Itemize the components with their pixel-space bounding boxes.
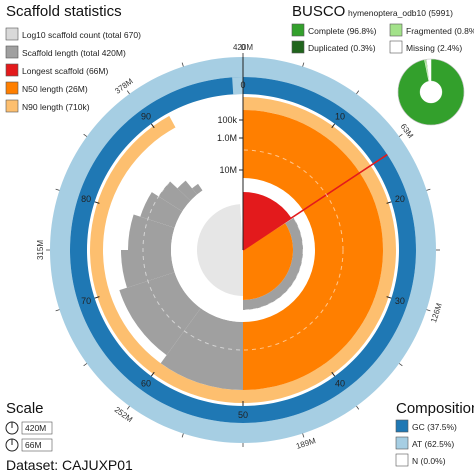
legend-label: N90 length (710k): [22, 102, 90, 112]
scale-legend: 420M 66M: [5, 421, 53, 452]
busco-donut: [397, 58, 465, 126]
composition-legend: GC (37.5%) AT (62.5%) N (0.0%): [395, 419, 457, 467]
scale-box: [21, 421, 53, 435]
percent-tick: [94, 296, 100, 299]
guide-circle: [142, 149, 344, 351]
legend-swatch: [5, 99, 19, 113]
composition-swatch: [395, 453, 409, 467]
span-tick: [126, 405, 130, 410]
busco-swatch: [291, 23, 305, 37]
composition-label: GC (37.5%): [412, 422, 457, 432]
legend-label: Scaffold length (total 420M): [22, 48, 126, 58]
span-tick: [181, 62, 184, 67]
composition-swatch: [395, 436, 409, 450]
percent-label: 0: [240, 80, 245, 90]
legend-label: Log10 scaffold count (total 670): [22, 30, 141, 40]
legend-label: N50 length (26M): [22, 84, 88, 94]
percent-label: 20: [395, 194, 405, 204]
busco-outline: [397, 58, 465, 126]
span-tick: [398, 133, 403, 137]
legend-swatch: [5, 27, 19, 41]
span-tick: [181, 433, 184, 438]
span-tick: [55, 188, 60, 191]
legend-label: Longest scaffold (66M): [22, 66, 108, 76]
percent-tick: [331, 371, 336, 377]
span-tick: [398, 363, 403, 367]
busco-label: Missing (2.4%): [406, 43, 462, 53]
percent-tick: [150, 123, 155, 129]
percent-label: 30: [395, 296, 405, 306]
busco-label: Duplicated (0.3%): [308, 43, 376, 53]
composition-rings: [49, 57, 436, 443]
dataset-label: Dataset: CAJUXP01: [6, 457, 133, 473]
legend-swatch: [5, 45, 19, 59]
percent-tick: [386, 296, 392, 299]
busco-title: BUSCO: [292, 3, 345, 20]
radial-label: 10M: [219, 165, 237, 175]
busco-swatch: [389, 40, 403, 54]
n90-tail: [169, 97, 243, 128]
percent-tick: [150, 371, 155, 377]
span-tick: [426, 309, 431, 312]
span-tick: [302, 433, 305, 438]
span-label: 315M: [36, 240, 45, 260]
gc-gap: [232, 77, 243, 95]
span-tick: [302, 62, 305, 67]
percent-tick: [386, 201, 392, 204]
span-tick: [55, 309, 60, 312]
longest-line: [242, 153, 388, 251]
percent-label: 90: [141, 112, 151, 122]
percent-tick: [94, 201, 100, 204]
span-label: 189M: [295, 436, 317, 451]
span-tick: [356, 405, 360, 410]
percent-label: 60: [141, 378, 151, 388]
composition-title: Composition: [396, 400, 474, 417]
span-label: 0: [241, 43, 246, 52]
chart-title: Scaffold statistics: [6, 3, 122, 20]
busco-label: Complete (96.8%): [308, 26, 377, 36]
radial-label: 100k: [217, 115, 237, 125]
percent-label: 40: [335, 378, 345, 388]
inner-hole-grey: [170, 178, 243, 322]
scale-label: 66M: [25, 440, 42, 450]
longest-segment: [243, 192, 292, 250]
legend: Log10 scaffold count (total 670) Scaffold…: [5, 27, 141, 113]
legend-swatch: [5, 81, 19, 95]
scale-box: [21, 438, 53, 452]
span-label: 126M: [429, 302, 444, 324]
span-label: 252M: [113, 405, 135, 424]
scale-title: Scale: [6, 400, 44, 417]
radial-label: 1.0M: [217, 133, 237, 143]
busco-lineage: hymenoptera_odb10 (5991): [348, 8, 453, 18]
span-tick: [83, 133, 88, 137]
span-tick: [356, 90, 360, 95]
composition-swatch: [395, 419, 409, 433]
composition-label: AT (62.5%): [412, 439, 454, 449]
percent-label: 50: [238, 410, 248, 420]
count-spikes: [197, 204, 243, 296]
span-tick: [83, 363, 88, 367]
composition-label: N (0.0%): [412, 456, 446, 466]
legend-swatch: [5, 63, 19, 77]
busco-swatch: [389, 23, 403, 37]
percent-tick: [331, 123, 336, 129]
busco-swatch: [291, 40, 305, 54]
span-tick: [426, 188, 431, 191]
span-tick: [126, 90, 130, 95]
percent-label: 80: [81, 194, 91, 204]
radial-axis: 100k 1.0M 10M: [217, 115, 243, 175]
busco-legend: Complete (96.8%) Fragmented (0.8%) Duplica…: [291, 23, 474, 54]
span-label: 420M: [233, 43, 253, 52]
percent-label: 10: [335, 112, 345, 122]
span-label: 63M: [399, 122, 416, 140]
scaffold-area: [119, 57, 388, 390]
scale-label: 420M: [25, 423, 46, 433]
busco-label: Fragmented (0.8%): [406, 26, 474, 36]
percent-label: 70: [81, 296, 91, 306]
